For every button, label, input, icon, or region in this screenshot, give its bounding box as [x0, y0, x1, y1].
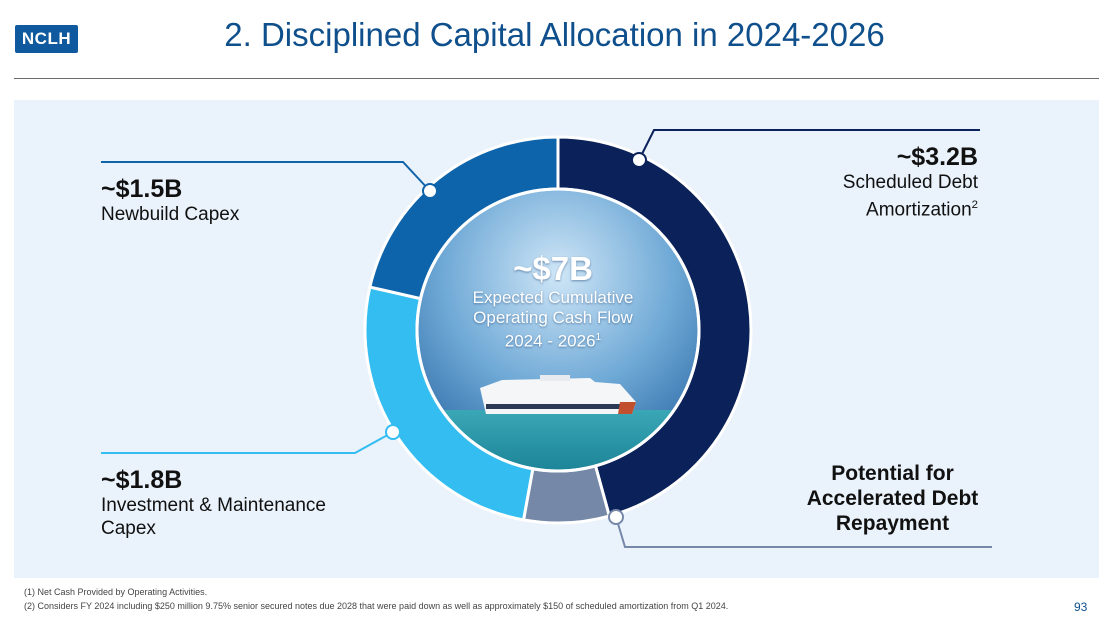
- debt-desc2-wrap: Amortization2: [843, 194, 978, 221]
- investment-desc1: Investment & Maintenance: [101, 495, 326, 516]
- marker-investment: [385, 424, 401, 440]
- label-debt: ~$3.2B Scheduled Debt Amortization2: [843, 143, 978, 221]
- label-accelerated: Potential for Accelerated Debt Repayment: [770, 461, 1015, 536]
- debt-value: ~$3.2B: [896, 143, 978, 171]
- accelerated-line1: Potential for: [831, 462, 954, 485]
- debt-desc1: Scheduled Debt: [842, 172, 978, 193]
- donut-inner-border: [415, 187, 701, 473]
- ship-icon: [480, 375, 636, 414]
- accelerated-line3: Repayment: [835, 512, 950, 535]
- center-value-block: ~$7B Expected Cumulative Operating Cash …: [448, 250, 658, 352]
- donut-slice-potential-for-accelerated-debt-repayment: [521, 464, 612, 525]
- center-line1: Expected Cumulative: [472, 288, 634, 307]
- leader-accelerated: [615, 516, 992, 548]
- label-investment: ~$1.8B Investment & Maintenance Capex: [101, 466, 326, 540]
- leader-lines: [101, 129, 992, 548]
- marker-debt: [631, 152, 647, 168]
- debt-desc2: Amortization: [866, 199, 972, 221]
- page-title: 2. Disciplined Capital Allocation in 202…: [224, 16, 885, 53]
- accelerated-line2: Accelerated Debt: [806, 487, 979, 510]
- title-divider: [14, 78, 1099, 79]
- leader-newbuild: [101, 161, 431, 192]
- investment-value: ~$1.8B: [101, 466, 183, 494]
- center-line2: Operating Cash Flow: [473, 308, 633, 327]
- center-footnote-ref: 1: [595, 332, 602, 343]
- marker-accelerated: [608, 509, 624, 525]
- newbuild-value: ~$1.5B: [101, 175, 183, 203]
- donut-slices: [363, 135, 753, 525]
- debt-footnote-ref: 2: [971, 199, 978, 211]
- center-line3-wrap: 2024 - 20261: [448, 328, 658, 352]
- nclh-logo: NCLH: [15, 25, 78, 53]
- center-value: ~$7B: [513, 250, 593, 287]
- newbuild-desc: Newbuild Capex: [101, 204, 240, 225]
- footnote-2: (2) Considers FY 2024 including $250 mil…: [24, 601, 729, 611]
- footnote-1: (1) Net Cash Provided by Operating Activ…: [24, 587, 208, 597]
- investment-desc2: Capex: [101, 518, 156, 539]
- marker-newbuild: [422, 183, 438, 199]
- page-number: 93: [1074, 600, 1088, 614]
- label-newbuild: ~$1.5B Newbuild Capex: [101, 175, 239, 226]
- leader-debt: [638, 129, 980, 161]
- leader-investment: [101, 431, 394, 454]
- center-line3: 2024 - 2026: [504, 331, 596, 351]
